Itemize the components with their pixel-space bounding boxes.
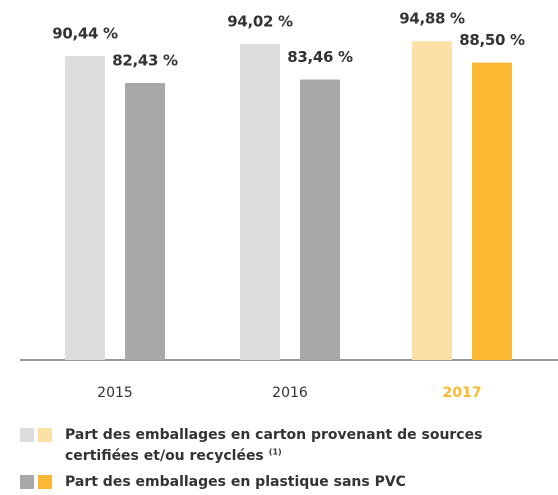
bar xyxy=(300,79,340,360)
bar xyxy=(240,44,280,360)
legend-swatch xyxy=(38,475,52,489)
legend-label: Part des emballages en plastique sans PV… xyxy=(65,474,406,490)
value-label: 88,50 % xyxy=(459,31,525,49)
value-label: 94,88 % xyxy=(399,10,465,28)
bar xyxy=(412,41,452,361)
value-label: 82,43 % xyxy=(112,52,178,70)
bar xyxy=(65,56,105,360)
value-label: 90,44 % xyxy=(52,25,118,43)
bar xyxy=(472,62,512,360)
value-label: 83,46 % xyxy=(287,48,353,66)
legend-swatch xyxy=(38,428,52,442)
bar xyxy=(125,83,165,360)
legend-label: Part des emballages en carton provenant … xyxy=(65,427,482,443)
legend-swatch xyxy=(20,428,34,442)
category-label: 2016 xyxy=(272,385,308,401)
category-label: 2015 xyxy=(97,385,133,401)
note-ref: (1) xyxy=(269,448,282,457)
category-label: 2017 xyxy=(443,385,482,401)
value-label: 94,02 % xyxy=(227,13,293,31)
legend-swatch xyxy=(20,475,34,489)
legend-label: certifiées et/ou recyclées xyxy=(65,448,264,464)
